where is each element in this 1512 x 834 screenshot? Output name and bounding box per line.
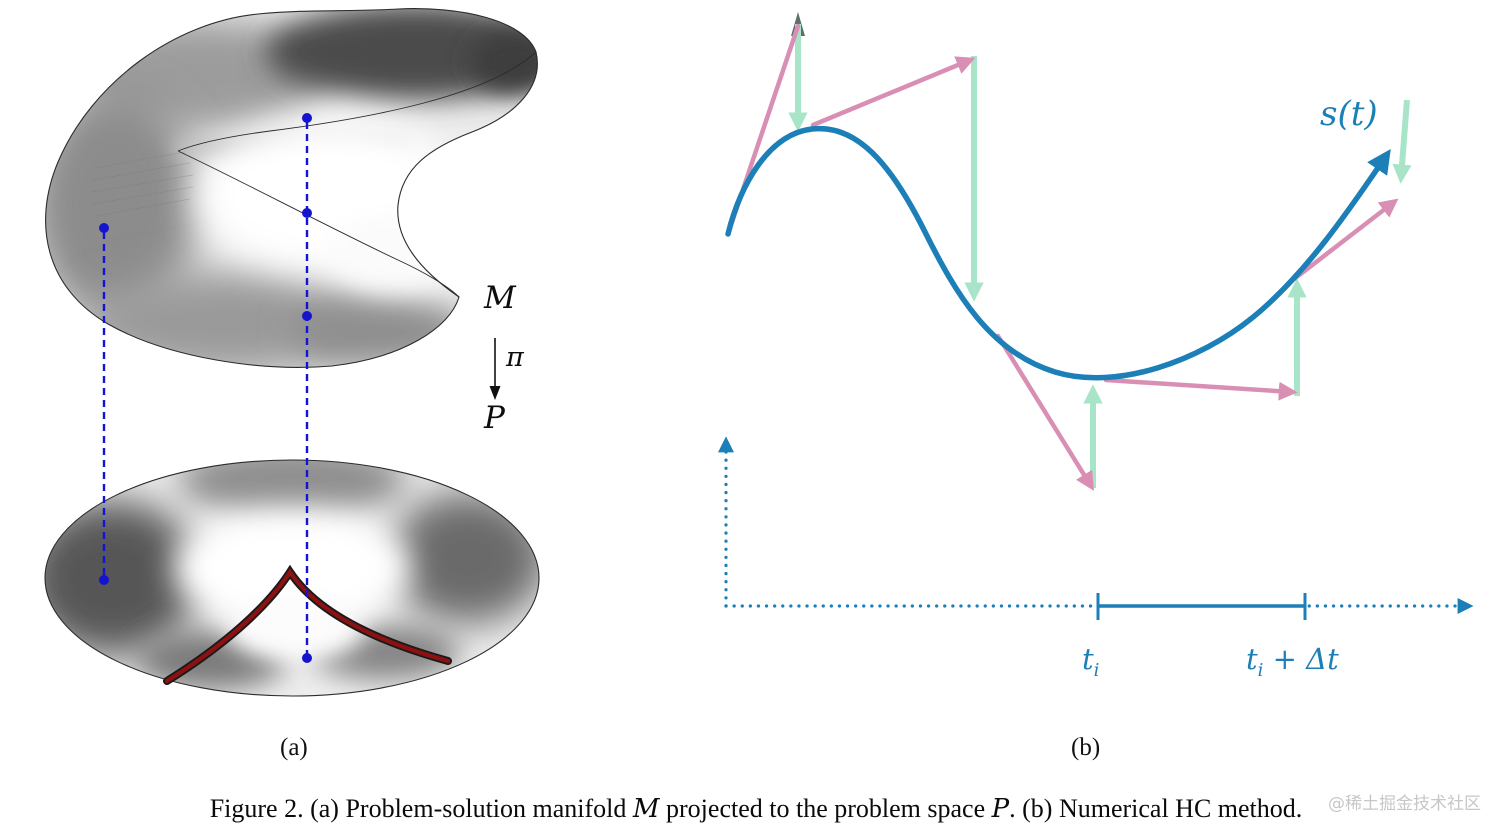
disk-outline (44, 459, 540, 697)
manifold-surface (45, 8, 538, 368)
disk-shade (388, 492, 539, 624)
caption-text: projected to the problem space (659, 794, 992, 823)
caption-math-m: M (632, 794, 660, 824)
disk-shade (45, 500, 202, 656)
disk-shade (177, 460, 407, 518)
surface-shade (470, 30, 538, 94)
panel-b-letter: (b) (1071, 734, 1101, 761)
disk-highlight (228, 594, 364, 662)
tick-tidt-sub: i (1257, 659, 1264, 681)
surface-hatch-texture (91, 151, 194, 217)
problem-space-label: P (484, 400, 505, 436)
solution-path-curve (725, 125, 1391, 381)
solution-dot (302, 208, 312, 218)
surface-shade (45, 90, 200, 320)
tick-label-ti-plus-dt: ti + Δt (1246, 642, 1339, 681)
fold-edge-crease (177, 150, 460, 298)
figure-caption: Figure 2. (a) Problem-solution manifold … (0, 794, 1512, 824)
surface-highlight (195, 117, 465, 273)
solution-dot (99, 223, 109, 233)
tick-ti-sub: i (1093, 659, 1100, 681)
projection-map-label: π (506, 342, 524, 373)
projection-dot (99, 575, 109, 585)
panel-a-letter: (a) (280, 734, 308, 761)
tick-tidt-base: t (1246, 642, 1258, 676)
caption-text: . (b) Numerical HC method. (1009, 794, 1303, 823)
predictor-arrow (1286, 198, 1399, 286)
corrector-arrow (1392, 99, 1412, 184)
caption-math-p: P (991, 794, 1010, 824)
tick-ti-base: t (1082, 642, 1094, 676)
tick-label-ti: ti (1082, 642, 1099, 681)
caption-text: Figure 2. (a) Problem-solution manifold (209, 794, 633, 823)
tick-tidt-rest: + Δt (1263, 642, 1339, 676)
watermark: @稀土掘金技术社区 (1328, 794, 1481, 814)
solution-dot (302, 113, 312, 123)
predictor-arrow (995, 333, 1094, 491)
manifold-label: M (484, 280, 516, 316)
predictor-arrow (810, 56, 976, 128)
numerical-hc-diagram (718, 12, 1474, 620)
predictor-arrow (1103, 377, 1298, 401)
projection-dot (302, 653, 312, 663)
projection-arrow-head (489, 386, 501, 400)
fold-edge-upper (177, 51, 537, 152)
cusp-curve (164, 568, 451, 684)
solution-curve-label: s(t) (1320, 94, 1378, 134)
manifold-projection-diagram (44, 8, 540, 697)
solution-dot (302, 311, 312, 321)
